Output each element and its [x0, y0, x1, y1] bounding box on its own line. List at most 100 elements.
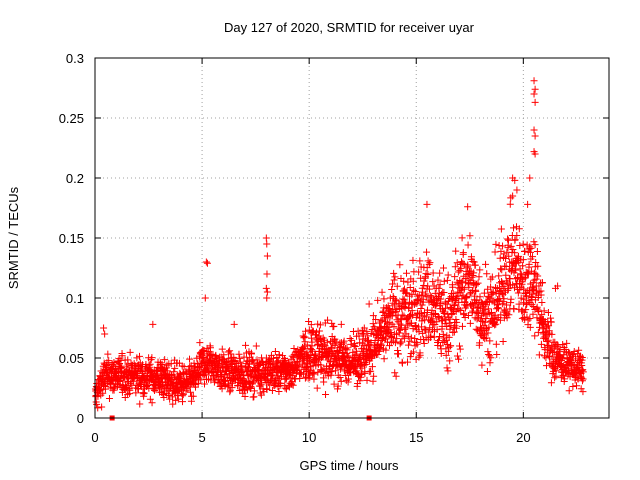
data-point: [453, 318, 461, 326]
y-tick-label: 0.15: [59, 231, 84, 246]
data-point: [102, 382, 110, 390]
data-point: [534, 262, 542, 270]
data-point: [179, 391, 187, 399]
data-point: [492, 340, 500, 348]
data-point: [537, 291, 545, 299]
data-point: [497, 265, 505, 273]
data-point: [404, 278, 412, 286]
data-point: [424, 257, 432, 265]
data-point: [452, 316, 460, 324]
data-point: [488, 308, 496, 316]
data-point: [534, 306, 542, 314]
data-point: [391, 273, 399, 281]
data-point: [238, 362, 246, 370]
x-axis-label: GPS time / hours: [300, 458, 399, 473]
data-point: [459, 249, 467, 257]
data-point: [320, 378, 328, 386]
data-point: [494, 296, 502, 304]
data-point: [220, 351, 228, 359]
data-point: [451, 263, 459, 271]
data-point: [354, 327, 362, 335]
data-point: [467, 253, 475, 261]
data-point: [488, 273, 496, 281]
data-point: [105, 395, 113, 403]
data-point: [515, 300, 523, 308]
data-point: [124, 360, 132, 368]
data-point: [509, 245, 517, 253]
data-point: [524, 316, 532, 324]
data-point: [487, 354, 495, 362]
data-point: [436, 295, 444, 303]
data-point: [559, 340, 567, 348]
data-point: [565, 387, 573, 395]
data-point: [497, 311, 505, 319]
data-point: [439, 339, 447, 347]
data-point: [146, 360, 154, 368]
chart-title: Day 127 of 2020, SRMTID for receiver uya…: [224, 20, 475, 35]
data-point: [529, 310, 537, 318]
data-point: [418, 301, 426, 309]
data-point: [446, 325, 454, 333]
data-point: [100, 324, 108, 332]
y-tick-label: 0.1: [66, 291, 84, 306]
data-point: [336, 374, 344, 382]
data-point: [511, 236, 519, 244]
data-point: [530, 126, 538, 134]
data-point: [516, 241, 524, 249]
data-point: [263, 294, 271, 302]
data-point: [473, 280, 481, 288]
data-point: [535, 282, 543, 290]
data-point: [406, 353, 414, 361]
data-point: [495, 272, 503, 280]
data-point: [480, 289, 488, 297]
data-point: [509, 192, 517, 200]
data-point: [563, 339, 571, 347]
data-point: [189, 392, 197, 400]
data-point: [327, 371, 335, 379]
data-point: [328, 345, 336, 353]
data-point: [196, 339, 204, 347]
data-point: [427, 332, 435, 340]
data-point: [533, 247, 541, 255]
data-point: [362, 360, 370, 368]
data-point: [458, 234, 466, 242]
data-point: [324, 316, 332, 324]
data-point: [400, 296, 408, 304]
data-point: [227, 350, 235, 358]
data-point: [334, 382, 342, 390]
data-point: [512, 266, 520, 274]
data-point: [377, 317, 385, 325]
data-point: [504, 236, 512, 244]
data-point: [520, 285, 528, 293]
data-point: [315, 327, 323, 335]
data-point: [401, 334, 409, 342]
data-point: [404, 332, 412, 340]
data-point: [514, 289, 522, 297]
y-axis-label: SRMTID / TECUs: [6, 186, 21, 289]
data-point: [468, 273, 476, 281]
data-point: [531, 150, 539, 158]
data-point: [370, 372, 378, 380]
data-point: [398, 338, 406, 346]
data-point: [399, 295, 407, 303]
data-point: [486, 352, 494, 360]
data-point: [249, 379, 257, 387]
data-point: [314, 341, 322, 349]
data-point: [522, 306, 530, 314]
data-point: [471, 292, 479, 300]
data-point: [455, 355, 463, 363]
data-point: [245, 363, 253, 371]
data-point: [361, 369, 369, 377]
data-point: [544, 336, 552, 344]
data-point: [499, 242, 507, 250]
data-point: [464, 241, 472, 249]
data-point: [186, 355, 194, 363]
data-point: [403, 321, 411, 329]
data-point: [424, 282, 432, 290]
data-point: [411, 287, 419, 295]
data-point: [420, 340, 428, 348]
data-point: [526, 248, 534, 256]
data-point: [394, 350, 402, 358]
data-point: [446, 315, 454, 323]
data-point: [429, 315, 437, 323]
